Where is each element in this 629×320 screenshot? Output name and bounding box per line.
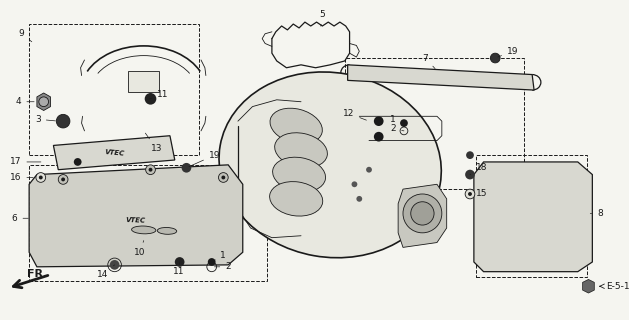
Text: VTEC: VTEC [126,217,146,224]
Circle shape [145,93,157,105]
Ellipse shape [275,133,327,168]
Polygon shape [582,279,594,293]
Circle shape [400,119,408,127]
Bar [345,58,525,189]
Text: 2: 2 [391,124,404,133]
Text: 11: 11 [150,91,169,100]
Polygon shape [348,65,534,90]
Circle shape [411,202,434,225]
Text: 13: 13 [145,133,162,153]
Ellipse shape [219,72,442,258]
Circle shape [39,176,43,180]
Circle shape [352,181,357,187]
Text: 11: 11 [173,262,184,276]
Polygon shape [29,165,243,267]
Text: 17: 17 [10,157,41,166]
Circle shape [146,165,155,175]
Circle shape [466,151,474,159]
Circle shape [182,163,191,172]
Circle shape [61,178,65,181]
Circle shape [491,53,500,63]
Text: FR.: FR. [26,269,47,279]
Bar [29,24,199,155]
Circle shape [468,192,472,196]
Text: 12: 12 [343,109,367,120]
Text: 19: 19 [498,47,518,57]
Bar [476,155,587,276]
Circle shape [465,189,475,199]
Polygon shape [398,184,447,247]
Text: 14: 14 [97,265,114,279]
Circle shape [57,114,70,128]
Ellipse shape [270,108,322,144]
Circle shape [39,97,48,107]
Text: 7: 7 [423,53,435,68]
Circle shape [221,176,225,180]
Circle shape [465,170,475,180]
Text: 6: 6 [12,214,28,223]
Text: E-5-1: E-5-1 [600,282,629,291]
Circle shape [374,116,384,126]
Text: 18: 18 [470,163,487,175]
Polygon shape [53,136,175,170]
Text: 4: 4 [16,97,34,106]
Text: 5: 5 [320,10,325,26]
Circle shape [218,172,228,182]
Polygon shape [474,162,593,272]
Ellipse shape [270,182,323,216]
Circle shape [208,258,216,266]
Text: VTEC: VTEC [104,149,125,157]
Text: 15: 15 [470,189,487,198]
Text: 2: 2 [214,262,231,271]
Circle shape [148,168,152,172]
Circle shape [374,132,384,141]
Circle shape [403,194,442,233]
Text: 1: 1 [214,251,226,260]
Circle shape [175,257,184,267]
Polygon shape [37,93,50,110]
Ellipse shape [272,157,326,192]
Text: 3: 3 [35,115,55,124]
Text: 10: 10 [134,241,145,257]
Text: 19: 19 [189,151,220,167]
Bar [29,165,267,281]
Circle shape [109,260,120,270]
Text: 16: 16 [10,173,33,182]
Circle shape [74,158,82,166]
Ellipse shape [131,226,156,234]
Bar [128,71,159,92]
Circle shape [36,172,46,182]
Circle shape [58,175,68,184]
Circle shape [366,167,372,172]
Text: 8: 8 [590,209,603,218]
Ellipse shape [157,228,177,234]
Text: 1: 1 [391,115,404,124]
Text: 9: 9 [18,29,32,42]
Circle shape [357,196,362,202]
